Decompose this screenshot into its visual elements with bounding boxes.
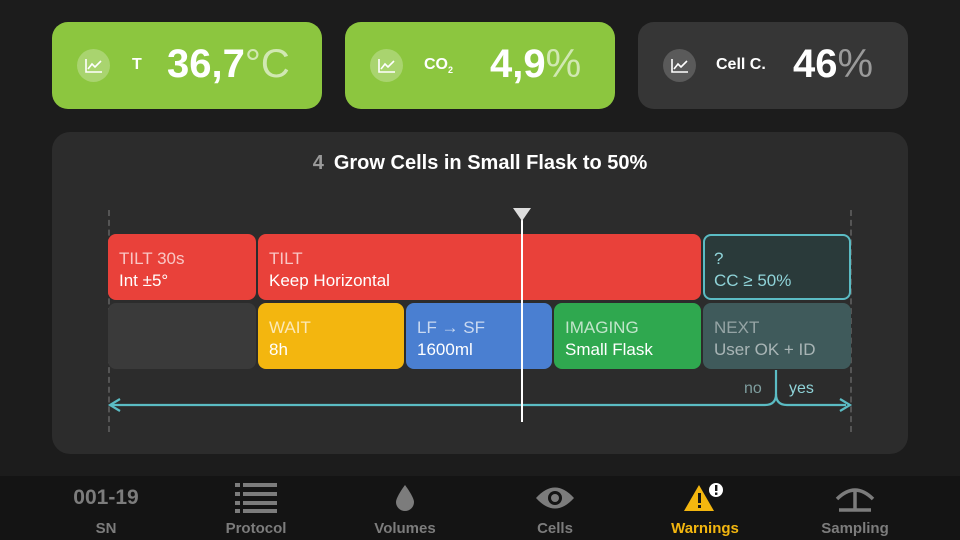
chart-icon	[77, 49, 110, 82]
timeline-block-next[interactable]: NEXT User OK + ID	[703, 303, 851, 369]
metric-label: Cell C.	[716, 56, 766, 73]
metric-card-cell-confluence[interactable]: Cell C. 46%	[638, 22, 908, 109]
metric-card-co2[interactable]: CO2 4,9%	[345, 22, 615, 109]
loop-arrow	[107, 370, 853, 412]
block-detail: 1600ml	[417, 340, 473, 359]
nav-item-warnings[interactable]: Warnings	[630, 476, 780, 540]
timeline-end-marker	[850, 210, 852, 432]
step-title: 4 Grow Cells in Small Flask to 50%	[0, 152, 960, 175]
warning-icon	[630, 482, 780, 514]
block-detail: Small Flask	[565, 340, 653, 359]
block-detail: CC ≥ 50%	[714, 271, 792, 290]
nav-item-protocol[interactable]: Protocol	[181, 476, 331, 540]
step-number: 4	[312, 152, 324, 174]
drop-icon	[330, 482, 480, 514]
block-title: IMAGING	[565, 318, 639, 337]
metric-value: 46%	[793, 42, 874, 86]
nav-label: Cells	[537, 520, 573, 537]
timeline-block-wait[interactable]: WAIT 8h	[258, 303, 404, 369]
block-detail: Int ±5°	[119, 271, 169, 290]
timeline-block-tilt[interactable]: TILT Keep Horizontal	[258, 234, 701, 300]
block-title: NEXT	[714, 318, 760, 337]
serial-number: 001-19	[73, 486, 139, 509]
nav-item-sampling[interactable]: Sampling	[780, 476, 930, 540]
branch-yes-label: yes	[789, 380, 814, 397]
metric-card-temperature[interactable]: T 36,7°C	[52, 22, 322, 109]
block-detail: 8h	[269, 340, 288, 359]
metric-value: 36,7°C	[167, 42, 290, 86]
nav-label: SN	[95, 520, 117, 537]
chart-icon	[370, 49, 403, 82]
timeline-block-empty	[108, 303, 256, 369]
block-title: LF → SF	[417, 318, 486, 337]
block-title: ?	[714, 249, 724, 268]
nav-label: Volumes	[374, 520, 436, 537]
timeline-block-imaging[interactable]: IMAGING Small Flask	[554, 303, 701, 369]
sampling-icon	[780, 482, 930, 514]
bottom-nav: 001-19 SN Protocol Volumes Cells	[0, 476, 960, 540]
nav-label: Warnings	[671, 520, 739, 537]
nav-item-sn[interactable]: 001-19 SN	[31, 476, 181, 540]
metric-label: CO2	[424, 56, 454, 76]
block-title: TILT	[269, 249, 303, 268]
nav-item-volumes[interactable]: Volumes	[330, 476, 480, 540]
metric-label: T	[132, 56, 142, 73]
nav-label: Sampling	[821, 520, 889, 537]
step-name: Grow Cells in Small Flask to 50%	[333, 152, 648, 174]
nav-label: Protocol	[225, 520, 287, 537]
chart-icon	[663, 49, 696, 82]
branch-no-label: no	[744, 380, 762, 397]
timeline-block-condition[interactable]: ? CC ≥ 50%	[703, 234, 851, 300]
block-detail: Keep Horizontal	[269, 271, 390, 290]
playhead-line[interactable]	[521, 218, 523, 422]
eye-icon	[480, 482, 630, 514]
block-title: WAIT	[269, 318, 311, 337]
list-icon	[181, 482, 331, 514]
block-title: TILT 30s	[119, 249, 185, 268]
playhead-handle[interactable]	[513, 208, 531, 221]
timeline-block-transfer[interactable]: LF → SF 1600ml	[406, 303, 552, 369]
timeline-block-tilt-30s[interactable]: TILT 30s Int ±5°	[108, 234, 256, 300]
nav-item-cells[interactable]: Cells	[480, 476, 630, 540]
metric-value: 4,9%	[490, 42, 582, 86]
block-detail: User OK + ID	[714, 340, 816, 359]
